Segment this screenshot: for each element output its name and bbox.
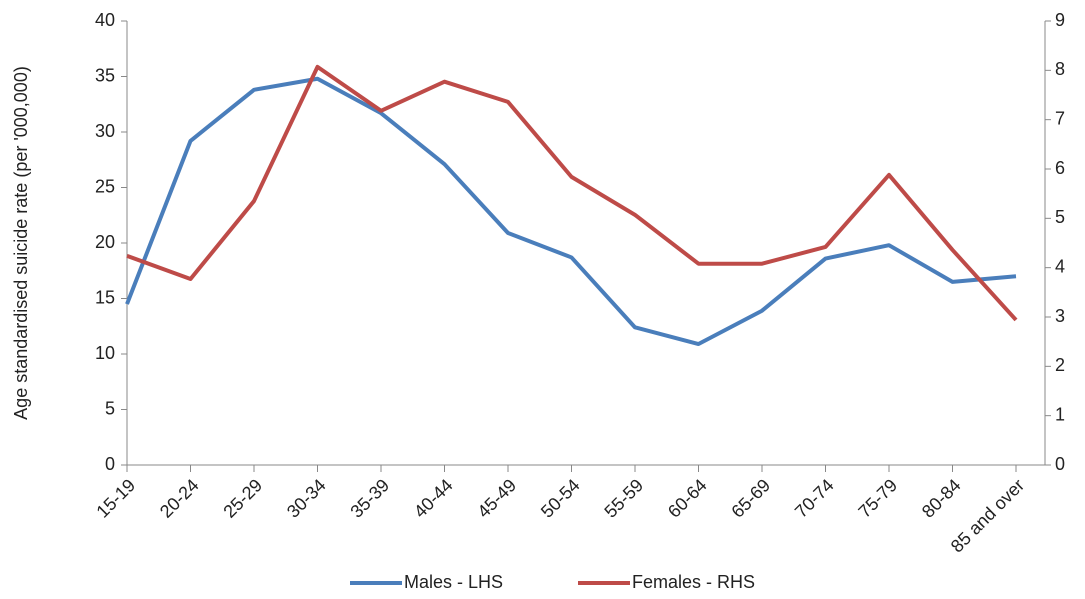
y2-tick-label: 9 [1055,10,1065,30]
x-tick-label: 15-19 [92,475,139,522]
y2-tick-label: 3 [1055,306,1065,326]
y2-tick-label: 2 [1055,355,1065,375]
y-tick-label: 35 [95,65,115,85]
x-tick-label: 55-59 [600,475,647,522]
x-tick-label: 40-44 [410,475,457,522]
y2-tick-label: 5 [1055,207,1065,227]
y-tick-label: 30 [95,121,115,141]
series-line [126,64,1018,322]
x-tick-label: 60-64 [664,475,711,522]
legend-label: Females - RHS [632,572,755,592]
y2-tick-label: 8 [1055,59,1065,79]
y-tick-label: 15 [95,287,115,307]
y-tick-label: 5 [105,398,115,418]
x-tick-label: 45-49 [473,475,520,522]
x-tick-label: 25-29 [219,475,266,522]
x-tick-label: 70-74 [791,475,838,522]
y2-tick-label: 1 [1055,404,1065,424]
y2-tick-label: 0 [1055,454,1065,474]
y-axis-label: Age standardised suicide rate (per '000,… [11,66,31,420]
y-tick-label: 40 [95,10,115,30]
x-tick-label: 20-24 [156,475,203,522]
x-tick-label: 80-84 [918,475,965,522]
series-line [125,76,1017,347]
y2-tick-label: 6 [1055,158,1065,178]
y-tick-label: 20 [95,232,115,252]
legend-label: Males - LHS [404,572,503,592]
y-tick-label: 0 [105,454,115,474]
y-tick-label: 25 [95,176,115,196]
y-tick-label: 10 [95,343,115,363]
x-tick-label: 75-79 [854,475,901,522]
x-tick-label: 65-69 [727,475,774,522]
x-tick-label: 50-54 [537,475,584,522]
x-tick-label: 35-39 [346,475,393,522]
x-tick-label: 30-34 [283,475,330,522]
y2-tick-label: 4 [1055,256,1065,276]
y2-tick-label: 7 [1055,108,1065,128]
